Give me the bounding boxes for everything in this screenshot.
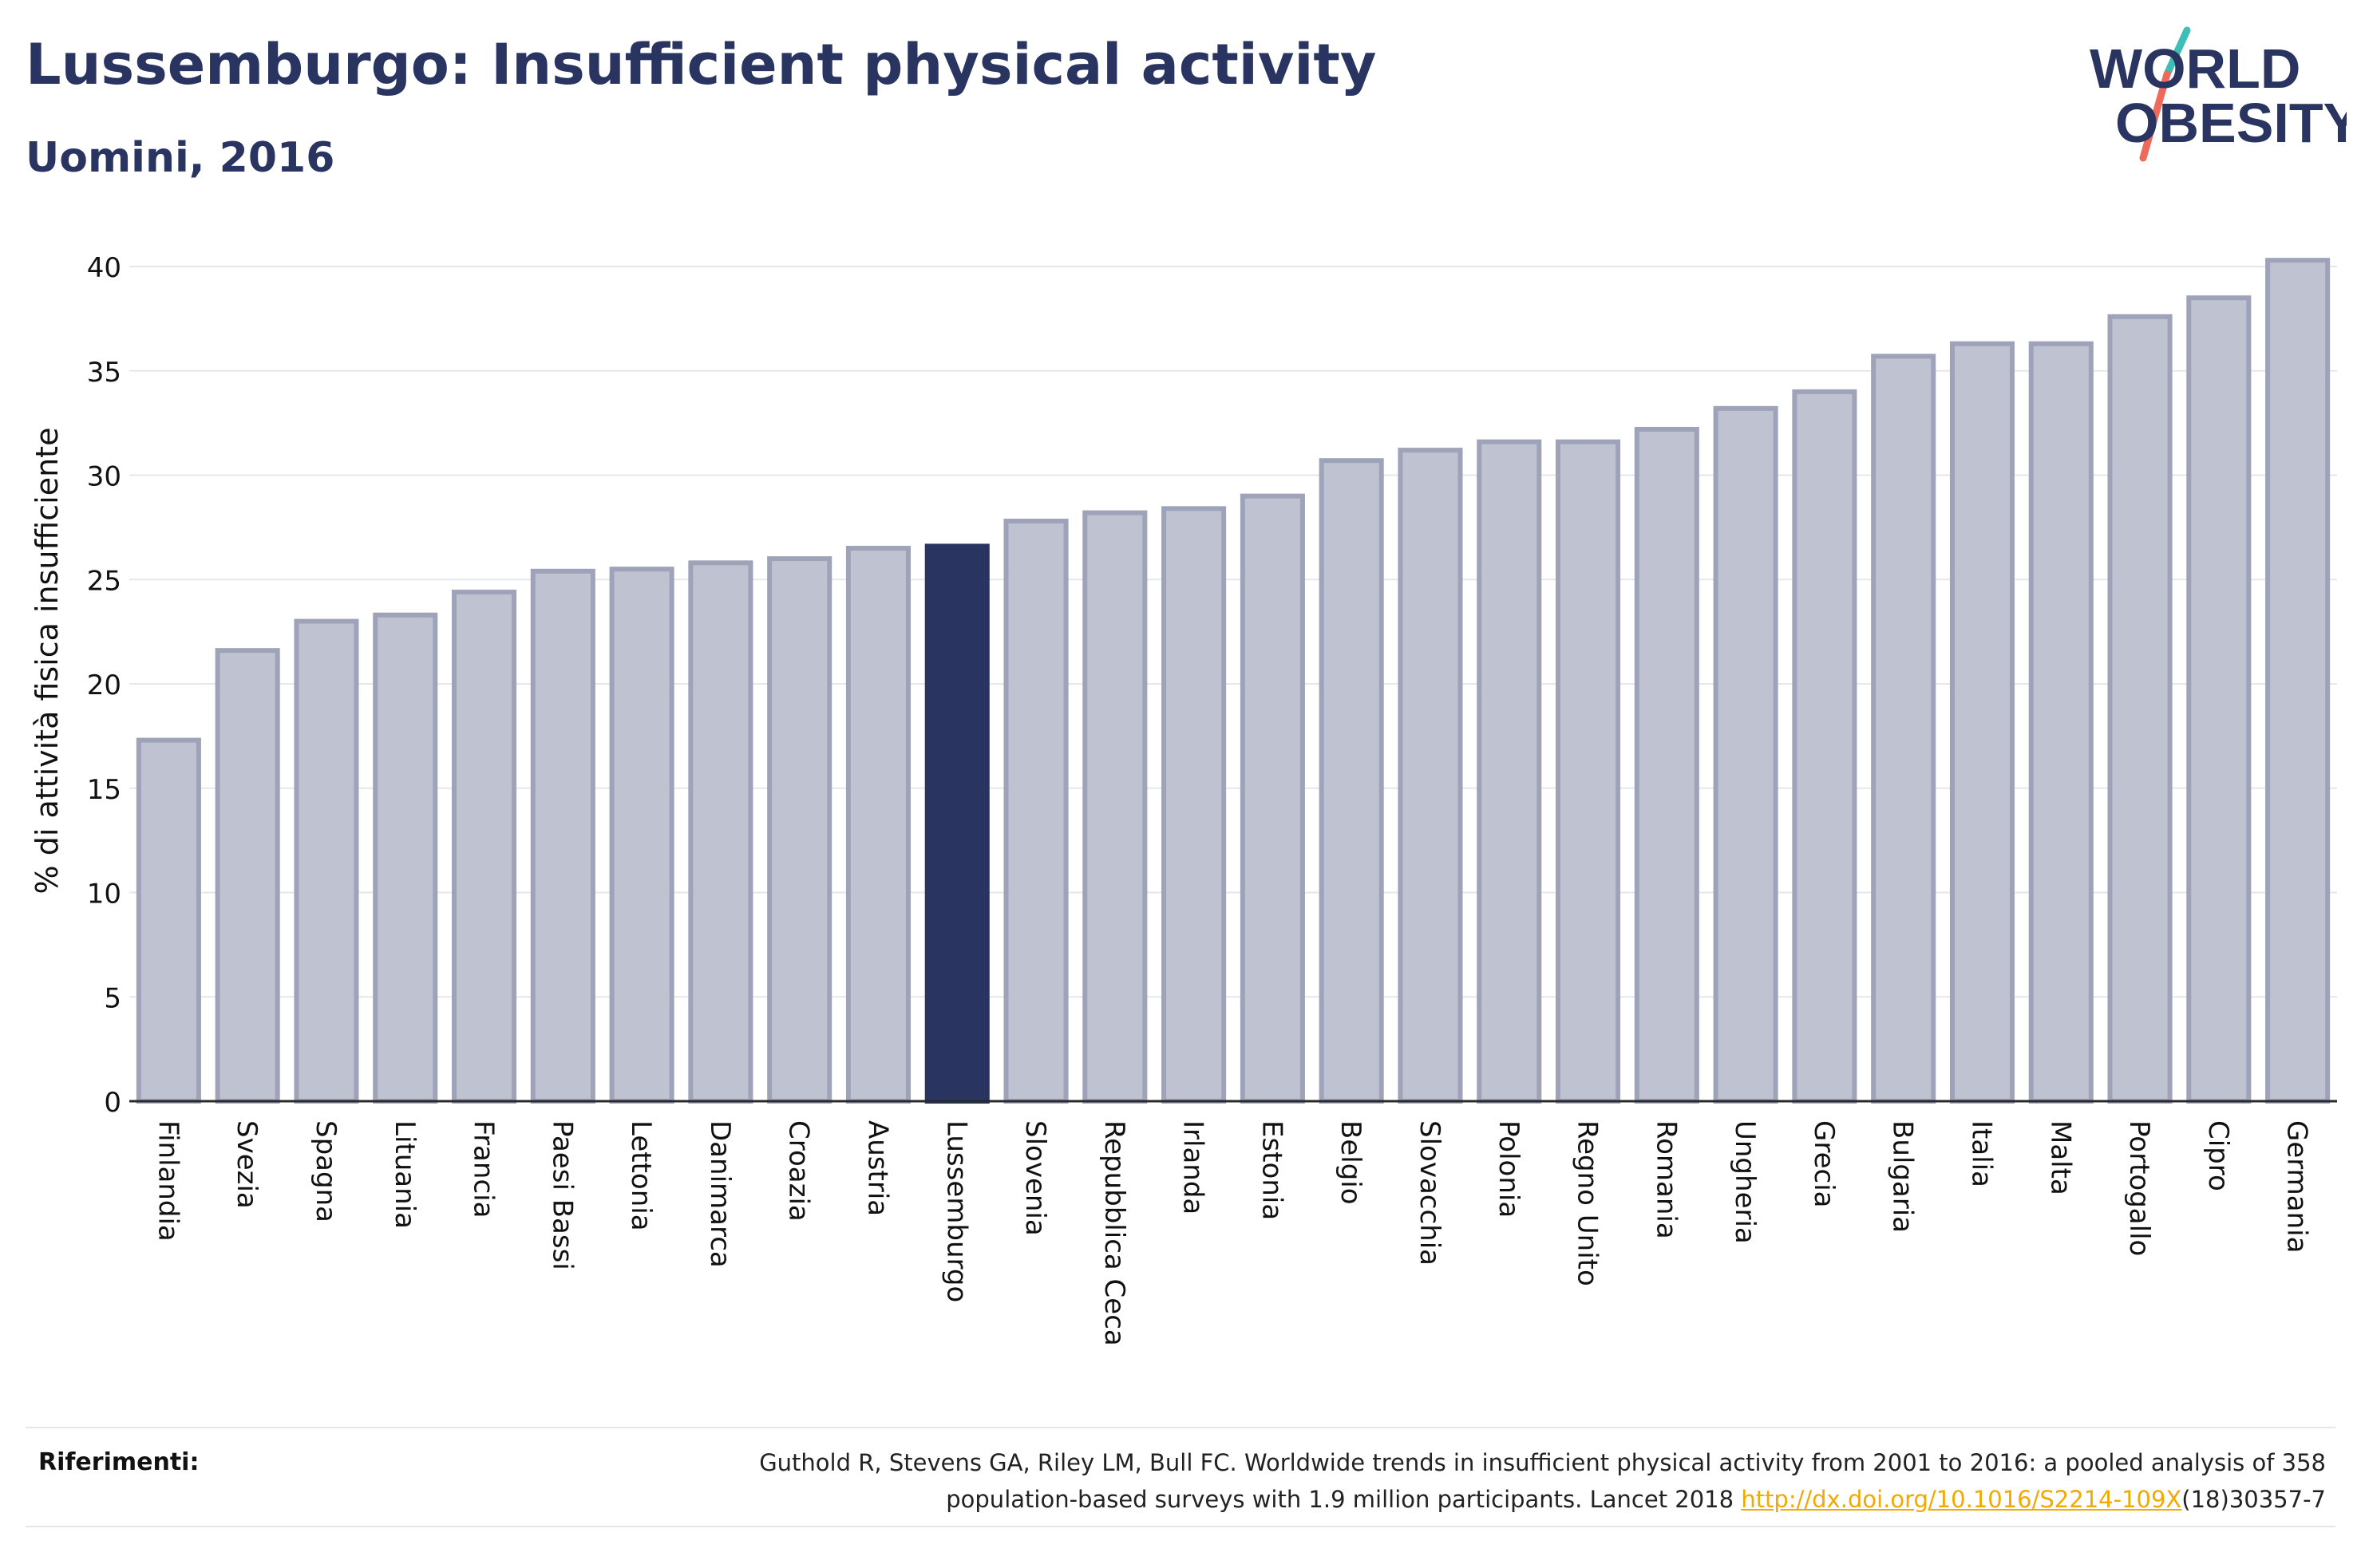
y-axis-label: % di attività fisica insufficiente (30, 428, 65, 895)
x-tick-label: Regno Unito (1572, 1120, 1604, 1286)
x-tick-label: Slovenia (1019, 1120, 1051, 1236)
bar-romania (1634, 426, 1699, 1104)
x-tick-label: Finlandia (152, 1120, 184, 1242)
y-tick-label: 20 (87, 669, 121, 701)
chart-title: Lussemburgo: Insufficient physical activ… (26, 32, 1377, 97)
x-tick-label: Italia (1965, 1120, 1997, 1187)
x-tick-label: Irlanda (1177, 1120, 1209, 1215)
x-tick-label: Polonia (1493, 1120, 1525, 1218)
bar-austria (845, 546, 912, 1104)
bar-irlanda (1161, 506, 1227, 1104)
bar-chart: % di attività fisica insufficiente 0 5 10 1… (30, 252, 2337, 1346)
bar-repubblica-ceca (1082, 510, 1148, 1104)
x-tick-label: Germania (2281, 1120, 2313, 1253)
x-tick-label: Grecia (1808, 1120, 1840, 1207)
reference-doi-link[interactable]: http://dx.doi.org/10.1016/S2214-109X (1741, 1486, 2182, 1513)
world-obesity-logo: WORLD OBESITY (2083, 22, 2360, 166)
reference-line-2: population-based surveys with 1.9 millio… (946, 1486, 1742, 1513)
y-tick-label: 15 (87, 774, 121, 806)
x-tick-label: Bulgaria (1887, 1120, 1919, 1233)
y-tick-label: 35 (87, 357, 121, 389)
bar-slovenia (1003, 519, 1069, 1104)
bar-croazia (767, 556, 832, 1104)
bar-bulgaria (1871, 353, 1936, 1104)
bar-grecia (1792, 389, 1857, 1104)
x-tick-label: Danimarca (704, 1120, 736, 1268)
bar-lettonia (609, 567, 674, 1104)
y-tick-label: 5 (104, 982, 121, 1014)
bar-svezia (215, 648, 280, 1104)
x-tick-label: Malta (2044, 1120, 2076, 1195)
reference-line-1: Guthold R, Stevens GA, Riley LM, Bull FC… (759, 1449, 2326, 1476)
bar-polonia (1477, 439, 1542, 1104)
x-tick-label: Svezia (231, 1120, 263, 1209)
logo-line1: WORLD (2090, 38, 2300, 100)
references-top-divider (26, 1427, 2335, 1428)
bar-estonia (1240, 493, 1305, 1104)
bar-lussemburgo (924, 543, 990, 1104)
y-tick-label: 30 (87, 461, 121, 493)
x-tick-label: Repubblica Ceca (1098, 1120, 1130, 1346)
bar-francia (451, 589, 517, 1104)
y-tick-label: 40 (87, 252, 121, 284)
bar-belgio (1319, 458, 1384, 1104)
x-tick-label: Lituania (389, 1120, 421, 1229)
chart-subtitle: Uomini, 2016 (26, 134, 335, 182)
reference-line-2-suffix: (18)30357-7 (2181, 1486, 2326, 1513)
logo-slash-bottom (2139, 70, 2171, 162)
x-tick-label: Croazia (783, 1120, 815, 1222)
x-tick-label: Paesi Bassi (546, 1120, 578, 1270)
bar-paesi-bassi (530, 568, 595, 1104)
x-tick-label: Slovacchia (1414, 1120, 1445, 1266)
logo-line2: OBESITY (2115, 92, 2347, 154)
bar-germania (2265, 258, 2331, 1104)
bar-slovacchia (1398, 448, 1463, 1104)
bar-regno-unito (1555, 439, 1621, 1104)
x-tick-label: Estonia (1256, 1120, 1287, 1220)
x-tick-label: Lussemburgo (940, 1120, 972, 1302)
y-tick-label: 0 (104, 1087, 121, 1119)
y-tick-label: 10 (87, 879, 121, 910)
logo-slash-top (2163, 26, 2191, 78)
references-label: Riferimenti: (38, 1448, 200, 1476)
bar-finlandia (136, 737, 201, 1104)
bar-lituania (373, 612, 438, 1104)
bar-ungheria (1713, 405, 1778, 1104)
references-bottom-divider (26, 1526, 2335, 1527)
bar-malta (2028, 341, 2094, 1104)
bar-spagna (294, 618, 359, 1104)
x-tick-label: Francia (468, 1120, 500, 1218)
x-tick-label: Ungheria (1729, 1120, 1761, 1244)
x-tick-label: Cipro (2202, 1120, 2234, 1191)
x-tick-label: Spagna (310, 1120, 342, 1222)
x-tick-label: Belgio (1335, 1120, 1366, 1205)
y-tick-label: 25 (87, 565, 121, 597)
bar-portogallo (2107, 314, 2173, 1104)
bar-cipro (2186, 295, 2252, 1104)
x-tick-label: Lettonia (625, 1120, 657, 1231)
references-text: Guthold R, Stevens GA, Riley LM, Bull FC… (490, 1444, 2326, 1518)
x-tick-label: Romania (1650, 1120, 1682, 1239)
x-tick-label: Portogallo (2123, 1120, 2155, 1256)
bar-italia (1949, 341, 2015, 1104)
bar-danimarca (688, 560, 753, 1104)
x-tick-label: Austria (861, 1120, 893, 1216)
